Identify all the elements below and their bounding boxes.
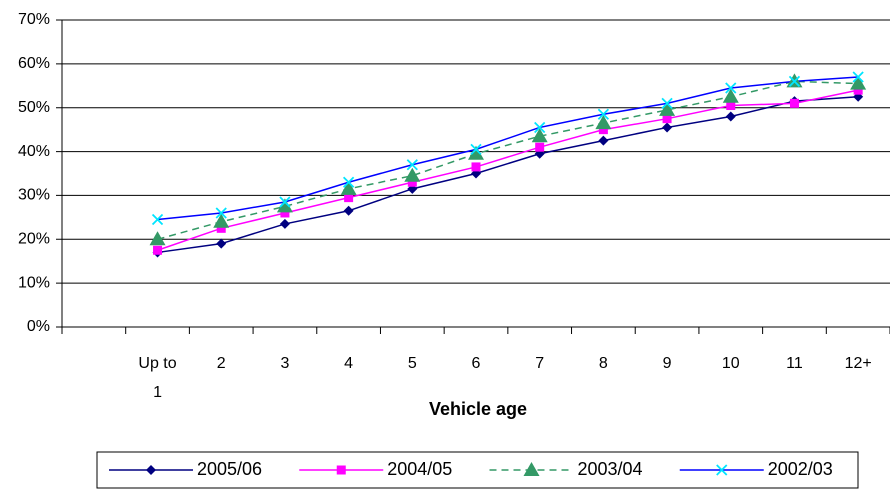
- data-point: [722, 88, 739, 103]
- y-tick-label: 0%: [27, 318, 50, 335]
- data-point: [788, 75, 801, 88]
- data-point: [852, 71, 864, 83]
- data-point: [531, 128, 548, 143]
- legend-label: 2005/06: [197, 459, 262, 479]
- data-point: [151, 213, 164, 226]
- data-point: [659, 101, 676, 116]
- data-point: [595, 115, 612, 130]
- legend-label: 2003/04: [578, 459, 643, 479]
- data-point: [279, 218, 290, 229]
- x-tick-label: 7: [535, 355, 545, 372]
- data-point: [280, 208, 290, 218]
- legend-label: 2002/03: [768, 459, 833, 479]
- data-point: [406, 159, 418, 171]
- x-tick-label: 12+: [844, 355, 872, 372]
- x-tick-label: 2: [216, 355, 226, 372]
- data-point: [279, 196, 291, 208]
- data-point: [725, 82, 737, 94]
- x-axis-label: Vehicle age: [429, 399, 527, 419]
- data-point: [344, 193, 354, 203]
- legend-marker: [146, 465, 156, 475]
- x-tick-label: 3: [280, 355, 290, 372]
- y-tick-label: 70%: [18, 11, 50, 28]
- data-point: [153, 245, 163, 255]
- series-line: [157, 96, 859, 254]
- data-point: [725, 111, 736, 122]
- data-point: [213, 213, 230, 228]
- legend-label: 2004/05: [387, 459, 452, 479]
- series-line: [157, 76, 859, 221]
- data-point: [468, 145, 484, 160]
- x-tick-label: 11: [786, 355, 803, 372]
- data-point: [216, 223, 226, 233]
- y-tick-label: 60%: [18, 55, 50, 72]
- legend-marker: [716, 464, 728, 476]
- y-tick-label: 50%: [18, 99, 50, 116]
- y-tick-label: 10%: [18, 274, 50, 291]
- x-tick-label: 5: [407, 355, 417, 372]
- x-tick-label: 9: [662, 355, 672, 372]
- data-point: [661, 97, 673, 109]
- data-point: [850, 75, 867, 90]
- x-tick-label: 10: [721, 355, 740, 372]
- data-point: [342, 176, 355, 188]
- legend-marker: [523, 462, 540, 476]
- legend-marker: [336, 465, 346, 475]
- data-point: [149, 231, 166, 246]
- y-tick-label: 20%: [18, 231, 50, 248]
- y-tick-label: 30%: [18, 187, 50, 204]
- data-point: [343, 205, 354, 216]
- data-point: [662, 114, 672, 124]
- data-point: [470, 143, 482, 156]
- data-point: [535, 142, 545, 152]
- x-tick-label: 4: [344, 355, 354, 372]
- data-point: [598, 125, 608, 135]
- data-point: [853, 85, 863, 95]
- data-point: [726, 101, 736, 111]
- data-point: [597, 108, 610, 120]
- x-tick-label: Up to 1: [138, 355, 177, 401]
- x-tick-label: 6: [471, 355, 481, 372]
- data-point: [215, 207, 227, 219]
- data-point: [598, 135, 609, 146]
- x-tick-label: 8: [598, 355, 608, 372]
- data-point: [216, 238, 227, 249]
- data-point: [662, 122, 673, 133]
- y-tick-label: 40%: [18, 143, 50, 160]
- data-point: [407, 177, 417, 187]
- data-point: [404, 167, 421, 182]
- series-line: [157, 89, 859, 251]
- data-point: [276, 198, 293, 213]
- data-point: [534, 121, 546, 134]
- data-point: [471, 162, 481, 172]
- data-point: [340, 180, 357, 195]
- series-line: [157, 80, 859, 241]
- data-point: [789, 98, 799, 108]
